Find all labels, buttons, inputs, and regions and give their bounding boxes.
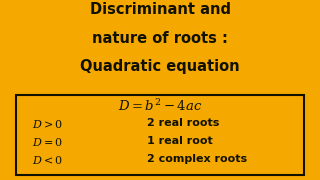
Text: Quadratic equation: Quadratic equation	[80, 59, 240, 74]
Text: $D = b^2 - 4ac$: $D = b^2 - 4ac$	[118, 98, 202, 114]
Text: $D = 0$: $D = 0$	[32, 136, 63, 148]
Text: 2 complex roots: 2 complex roots	[147, 154, 247, 164]
Text: $D > 0$: $D > 0$	[32, 118, 63, 130]
Text: nature of roots :: nature of roots :	[92, 31, 228, 46]
Text: Discriminant and: Discriminant and	[90, 2, 230, 17]
FancyBboxPatch shape	[16, 95, 304, 175]
Text: 1 real root: 1 real root	[147, 136, 213, 146]
Text: 2 real roots: 2 real roots	[147, 118, 220, 128]
Text: $D < 0$: $D < 0$	[32, 154, 63, 166]
